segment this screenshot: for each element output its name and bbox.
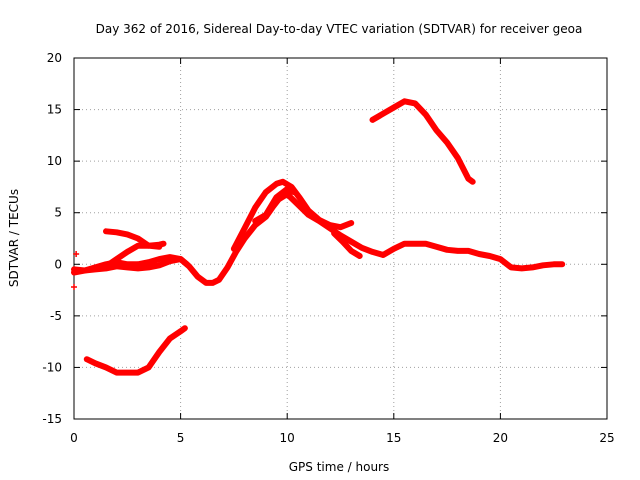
outlier-point [71, 283, 77, 290]
data-series [71, 98, 566, 376]
series-line-track-b [71, 254, 190, 276]
x-tick-label: 20 [493, 431, 508, 445]
outlier-point [73, 250, 80, 257]
x-tick-label: 5 [177, 431, 185, 445]
y-tick-label: -10 [42, 360, 62, 374]
y-axis-label: SDTVAR / TECUs [7, 189, 21, 287]
y-tick-label: -15 [42, 412, 62, 426]
y-tick-label: 10 [47, 154, 62, 168]
axis-ticks: 0 5 10 15 20 25 -15 -10 -5 0 5 10 15 20 [42, 51, 614, 445]
plot-frame [73, 57, 608, 420]
x-axis-label: GPS time / hours [289, 460, 390, 474]
series-line-track-d [103, 228, 163, 250]
x-tick-label: 25 [599, 431, 614, 445]
series-line-track-h [83, 325, 188, 376]
series-line-track-g [331, 230, 363, 259]
series-line-track-a [71, 191, 566, 286]
series-line-track-i [369, 98, 476, 185]
x-tick-label: 0 [70, 431, 78, 445]
y-tick-label: 20 [47, 51, 62, 65]
x-tick-label: 10 [280, 431, 295, 445]
x-tick-label: 15 [386, 431, 401, 445]
y-tick-label: 5 [54, 206, 62, 220]
y-tick-label: 0 [54, 257, 62, 271]
chart-title: Day 362 of 2016, Sidereal Day-to-day VTE… [96, 22, 583, 36]
series-line-track-f [230, 178, 355, 252]
y-tick-label: 15 [47, 103, 62, 117]
series-line-track-e [252, 186, 297, 224]
y-tick-label: -5 [50, 309, 62, 323]
